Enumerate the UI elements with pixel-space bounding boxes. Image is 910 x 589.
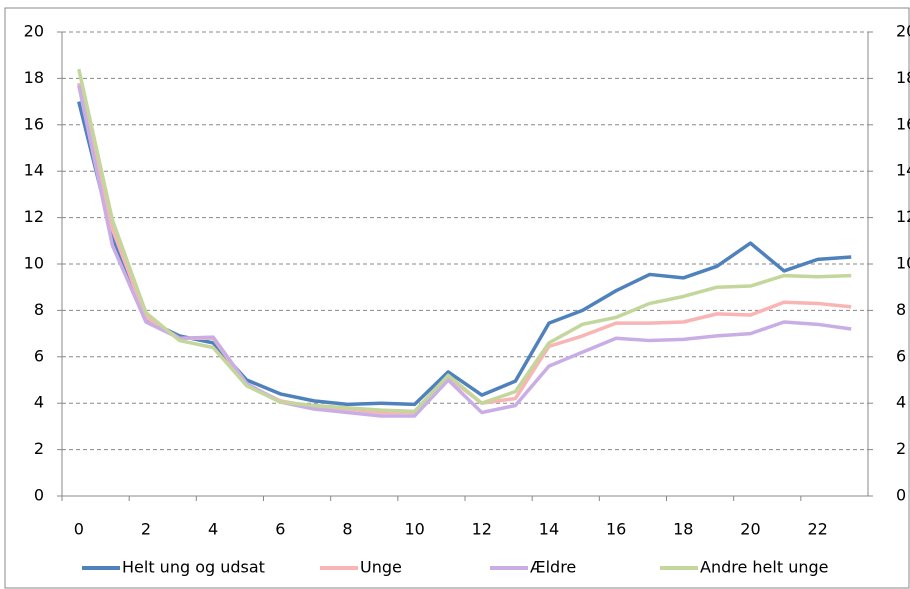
legend-label: Unge [360,558,402,577]
y2-tick-label: 18 [896,68,910,87]
chart-frame [4,7,910,589]
y-tick-label: 0 [34,486,44,505]
x-tick-label: 20 [740,520,760,539]
y-tick-label: 2 [34,439,44,458]
x-tick-label: 10 [404,520,424,539]
x-tick-label: 6 [275,520,285,539]
y-tick-label: 8 [34,300,44,319]
y2-tick-label: 14 [896,161,910,180]
series-line [77,85,852,418]
x-tick-label: 0 [74,520,84,539]
x-tick-label: 16 [606,520,626,539]
y-tick-label: 10 [24,254,44,273]
x-tick-label: 8 [342,520,352,539]
legend-label: Helt ung og udsat [122,558,265,577]
y-tick-label: 12 [24,207,44,226]
y-tick-label: 6 [34,346,44,365]
x-tick-label: 18 [673,520,693,539]
y2-tick-label: 4 [896,393,906,412]
legend-label: Ældre [530,558,576,577]
y2-tick-label: 8 [896,300,906,319]
y2-tick-label: 0 [896,486,906,505]
y2-tick-label: 20 [896,22,910,41]
legend-label: Andre helt unge [700,558,828,577]
x-tick-label: 4 [208,520,218,539]
series-line [77,68,852,414]
x-tick-label: 22 [807,520,827,539]
x-tick-label: 14 [539,520,559,539]
x-tick-label: 12 [472,520,492,539]
y2-tick-label: 12 [896,207,910,226]
y-tick-label: 18 [24,68,44,87]
series-line [77,82,852,415]
x-tick-label: 2 [141,520,151,539]
y2-tick-label: 16 [896,114,910,133]
y-tick-label: 16 [24,114,44,133]
y-tick-label: 20 [24,22,44,41]
y2-tick-label: 2 [896,439,906,458]
series-line [77,101,852,407]
y-tick-label: 4 [34,393,44,412]
y2-tick-label: 6 [896,346,906,365]
y-tick-label: 14 [24,161,44,180]
y2-tick-label: 10 [896,254,910,273]
